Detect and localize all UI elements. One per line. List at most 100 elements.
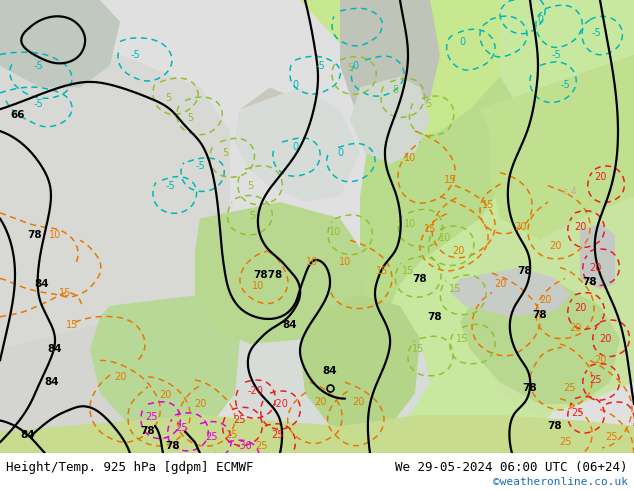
Text: 15: 15 xyxy=(66,320,78,330)
Text: 78: 78 xyxy=(583,277,597,287)
Text: 0: 0 xyxy=(537,15,543,24)
Text: 25: 25 xyxy=(272,430,284,440)
Text: -5: -5 xyxy=(33,61,43,71)
Text: 78: 78 xyxy=(548,421,562,431)
Text: 78: 78 xyxy=(428,312,443,322)
Text: 15: 15 xyxy=(482,200,494,210)
Text: 25: 25 xyxy=(559,438,571,447)
Text: 10: 10 xyxy=(49,230,61,240)
Polygon shape xyxy=(90,295,240,437)
Text: 10: 10 xyxy=(329,226,341,237)
Text: 84: 84 xyxy=(283,320,297,330)
Text: 10: 10 xyxy=(252,281,264,291)
Text: 10: 10 xyxy=(439,233,451,243)
Polygon shape xyxy=(300,0,500,142)
Text: 25: 25 xyxy=(605,432,618,442)
Text: 0: 0 xyxy=(459,36,465,47)
Text: 25: 25 xyxy=(564,383,576,392)
Text: ©weatheronline.co.uk: ©weatheronline.co.uk xyxy=(493,477,628,487)
Text: 20: 20 xyxy=(589,263,601,272)
Text: -5: -5 xyxy=(315,61,325,71)
Text: 5: 5 xyxy=(187,113,193,123)
Text: 15: 15 xyxy=(59,288,71,298)
Text: -5: -5 xyxy=(195,161,205,171)
Polygon shape xyxy=(340,0,440,131)
Text: 20: 20 xyxy=(514,222,526,232)
Text: 25: 25 xyxy=(234,416,246,425)
Polygon shape xyxy=(0,415,634,453)
Text: 25: 25 xyxy=(256,441,268,451)
Polygon shape xyxy=(0,317,200,453)
Text: 20: 20 xyxy=(452,246,464,256)
Text: -20: -20 xyxy=(272,399,288,409)
Text: 20: 20 xyxy=(574,303,586,313)
Text: 10: 10 xyxy=(306,257,318,267)
Text: 78: 78 xyxy=(413,273,427,284)
Text: 10: 10 xyxy=(339,257,351,267)
Text: 20: 20 xyxy=(549,241,561,251)
Text: 15: 15 xyxy=(456,334,468,343)
Text: 15: 15 xyxy=(402,266,414,276)
Text: 84: 84 xyxy=(323,367,337,376)
Polygon shape xyxy=(235,87,360,202)
Text: 78: 78 xyxy=(518,266,533,276)
Polygon shape xyxy=(300,295,420,437)
Text: 20: 20 xyxy=(494,279,506,289)
Text: 84: 84 xyxy=(35,279,49,289)
Text: 15: 15 xyxy=(444,175,456,185)
Text: 20: 20 xyxy=(194,399,206,409)
Text: 15: 15 xyxy=(376,266,388,276)
Text: 20: 20 xyxy=(352,397,364,407)
Text: 78: 78 xyxy=(28,230,42,240)
Text: 25: 25 xyxy=(589,375,601,385)
Text: We 29-05-2024 06:00 UTC (06+24): We 29-05-2024 06:00 UTC (06+24) xyxy=(395,462,628,474)
Text: -5: -5 xyxy=(33,99,43,109)
Polygon shape xyxy=(0,54,230,437)
Polygon shape xyxy=(350,76,430,164)
Text: 10: 10 xyxy=(404,153,416,163)
Text: 20: 20 xyxy=(114,372,126,382)
Text: 84: 84 xyxy=(21,430,36,440)
Text: 20: 20 xyxy=(314,397,326,407)
Polygon shape xyxy=(235,87,305,186)
Text: 20: 20 xyxy=(594,172,606,182)
Text: 25: 25 xyxy=(226,430,238,440)
Text: ε 4: ε 4 xyxy=(563,187,577,196)
Text: 5: 5 xyxy=(165,93,171,103)
Text: 78: 78 xyxy=(141,426,155,437)
Text: 66: 66 xyxy=(11,110,25,120)
Text: 0: 0 xyxy=(292,80,298,90)
Text: 15: 15 xyxy=(424,224,436,234)
Text: 0: 0 xyxy=(292,143,298,152)
Text: 20: 20 xyxy=(539,295,551,305)
Polygon shape xyxy=(0,0,634,453)
Text: 15: 15 xyxy=(449,284,461,294)
Text: 5: 5 xyxy=(222,148,228,158)
Polygon shape xyxy=(450,268,570,317)
Text: -5: -5 xyxy=(130,49,140,60)
Text: -5: -5 xyxy=(591,28,601,38)
Polygon shape xyxy=(480,54,634,240)
Text: 25: 25 xyxy=(572,408,585,418)
Text: 5: 5 xyxy=(392,85,398,95)
Polygon shape xyxy=(210,317,430,431)
Text: -5: -5 xyxy=(165,181,175,191)
Text: 78: 78 xyxy=(522,383,537,392)
Text: 78: 78 xyxy=(533,310,547,319)
Text: 20: 20 xyxy=(598,334,611,343)
Text: -5: -5 xyxy=(560,80,570,90)
Text: 25: 25 xyxy=(176,423,188,433)
Text: 25: 25 xyxy=(206,432,218,442)
Polygon shape xyxy=(350,0,634,453)
Text: 20: 20 xyxy=(569,322,581,333)
Text: 5: 5 xyxy=(249,211,255,221)
Text: 25: 25 xyxy=(146,412,158,422)
Polygon shape xyxy=(195,202,370,344)
Text: Height/Temp. 925 hPa [gdpm] ECMWF: Height/Temp. 925 hPa [gdpm] ECMWF xyxy=(6,462,254,474)
Text: 5: 5 xyxy=(247,181,253,191)
Text: 84: 84 xyxy=(44,377,60,387)
Text: 5: 5 xyxy=(347,63,353,73)
Text: 84: 84 xyxy=(48,344,62,354)
Text: 5: 5 xyxy=(425,99,431,109)
Text: -5: -5 xyxy=(551,49,561,60)
